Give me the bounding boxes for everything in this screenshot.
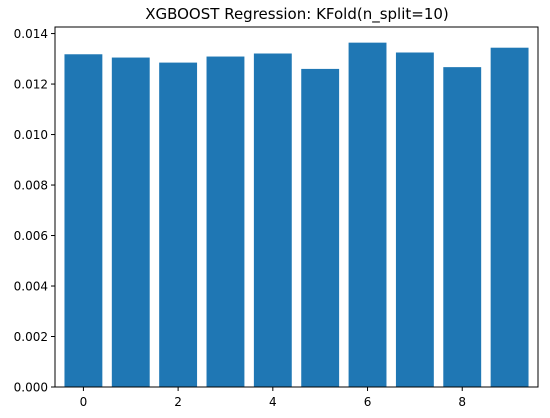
y-tick-label: 0.000 xyxy=(14,381,48,395)
bar-fold-6 xyxy=(348,42,387,388)
bar-fold-9 xyxy=(490,47,529,387)
y-tick-label: 0.012 xyxy=(14,78,48,92)
x-tick-label: 8 xyxy=(458,395,466,409)
bar-fold-7 xyxy=(395,52,434,387)
y-tick-label: 0.002 xyxy=(14,330,48,344)
bar-fold-8 xyxy=(443,67,482,387)
axes-layer: 0.000 0.002 0.004 0.006 0.008 0.010 0.012 0.014… xyxy=(14,26,539,409)
bar-fold-5 xyxy=(301,68,340,387)
bar-fold-1 xyxy=(111,57,150,388)
plot-frame xyxy=(54,26,539,388)
x-tick-label: 4 xyxy=(269,395,277,409)
y-tick-label: 0.006 xyxy=(14,229,48,243)
bars-layer xyxy=(64,42,529,388)
chart-title: XGBOOST Regression: KFold(n_split=10) xyxy=(145,5,449,24)
y-tick-label: 0.014 xyxy=(14,27,48,41)
y-tick-label: 0.010 xyxy=(14,128,48,142)
y-tick-label: 0.004 xyxy=(14,280,48,294)
bar-fold-4 xyxy=(253,53,292,387)
x-tick-label: 0 xyxy=(80,395,88,409)
x-tick-label: 6 xyxy=(364,395,372,409)
y-tick-label: 0.008 xyxy=(14,179,48,193)
bar-fold-3 xyxy=(206,56,245,387)
x-tick-label: 2 xyxy=(174,395,182,409)
bar-fold-2 xyxy=(159,62,198,387)
bar-fold-0 xyxy=(64,54,103,388)
